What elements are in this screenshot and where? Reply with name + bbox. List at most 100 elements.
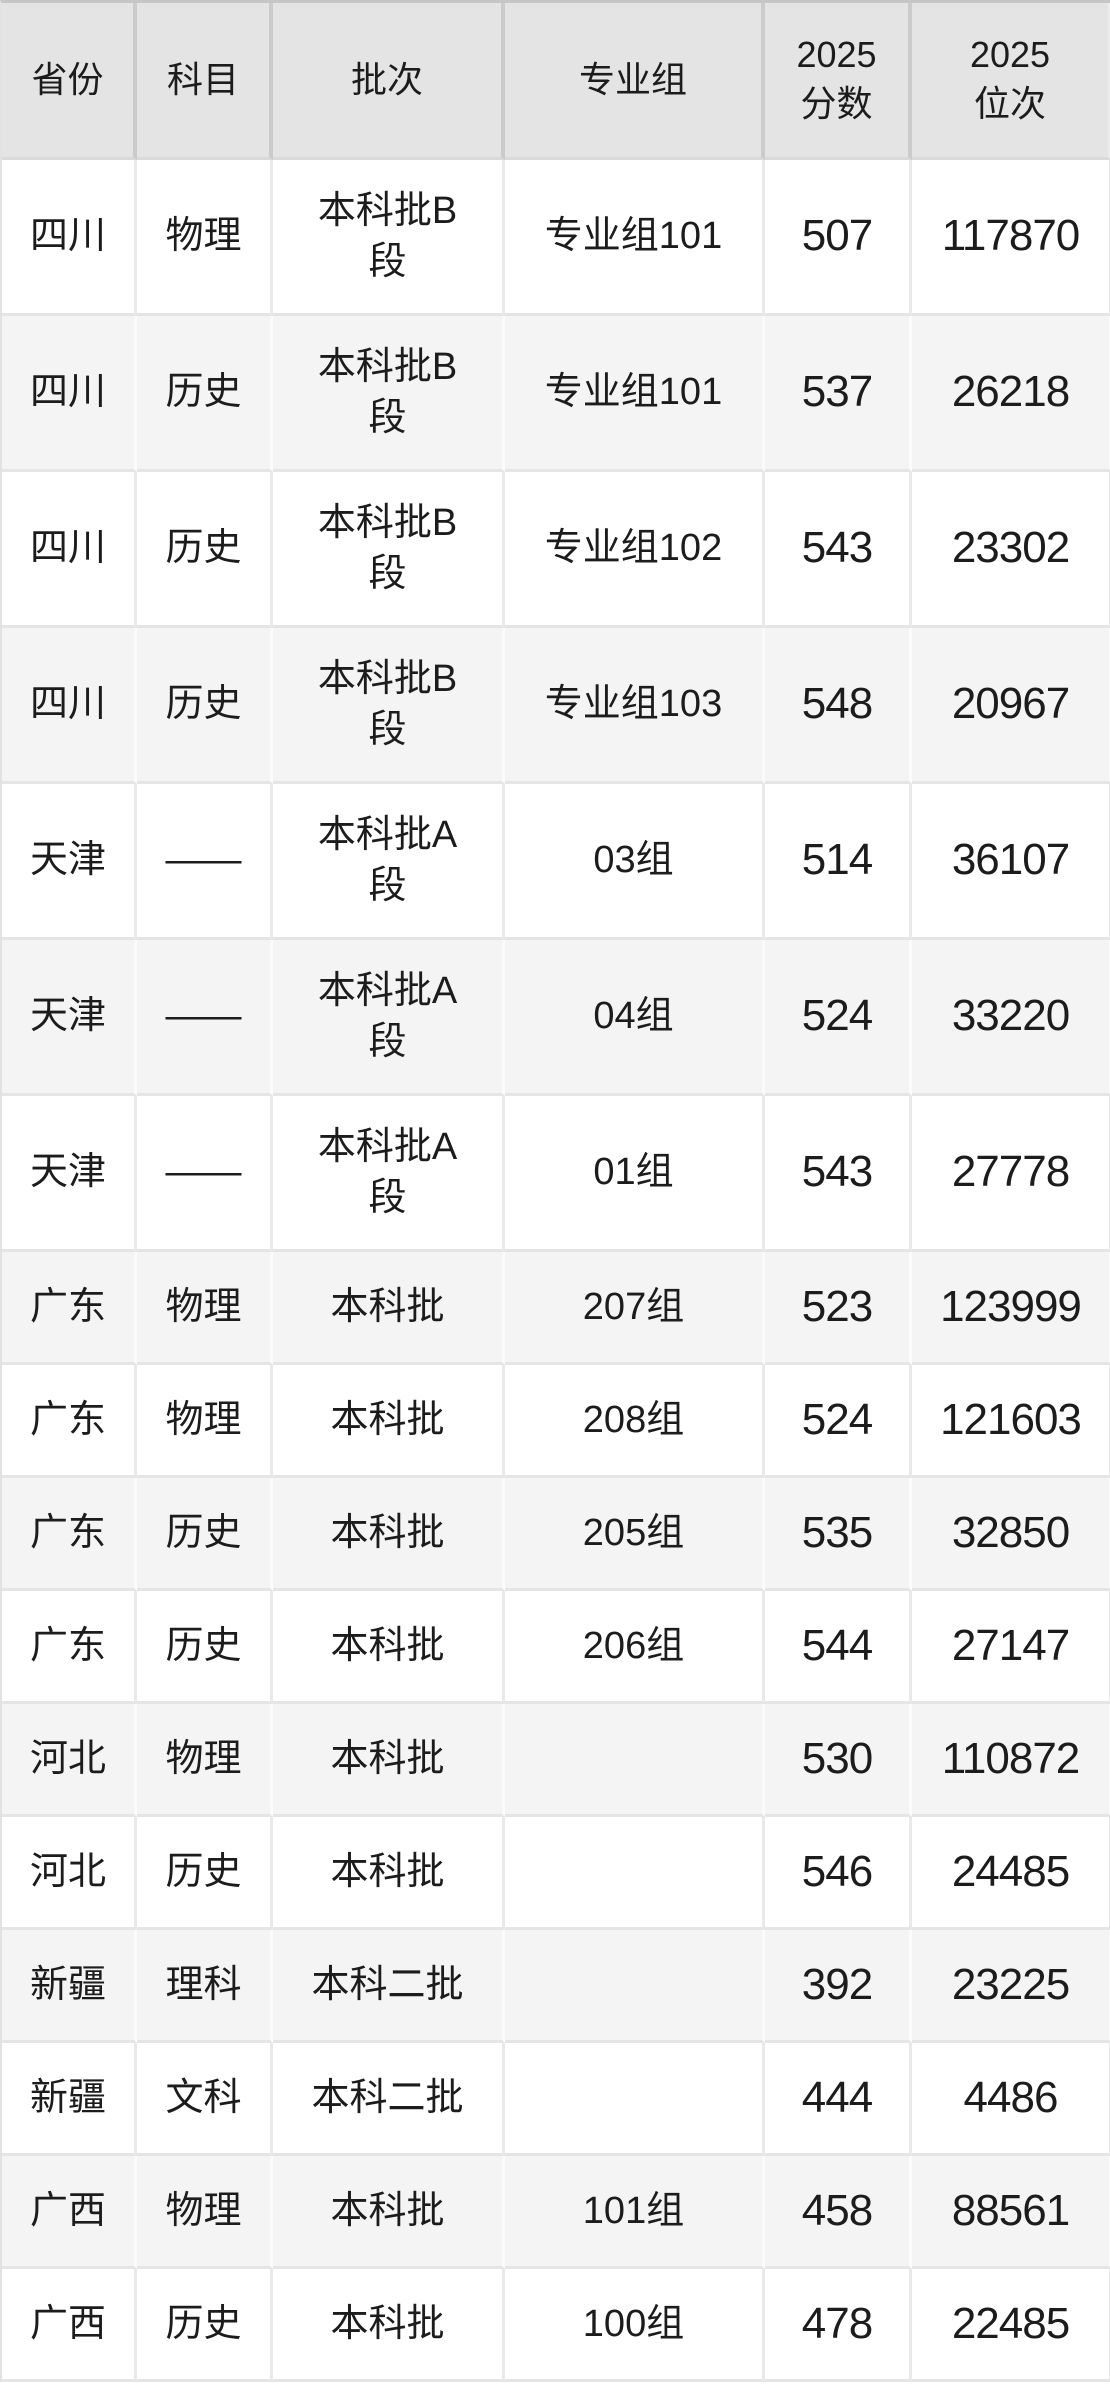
cell-rank: 20967 (912, 628, 1110, 784)
cell-group: 208组 (505, 1365, 765, 1478)
cell-subject: —— (137, 1096, 273, 1252)
cell-group (505, 1817, 765, 1930)
cell-batch: 本科批A 段 (273, 784, 505, 940)
table-row: 广西 物理 本科批 101组 458 88561 (2, 2156, 1110, 2269)
cell-province: 河北 (2, 1817, 137, 1930)
cell-rank: 23225 (912, 1930, 1110, 2043)
col-header-province: 省份 (2, 3, 137, 160)
cell-province: 新疆 (2, 1930, 137, 2043)
cell-group: 100组 (505, 2269, 765, 2382)
cell-rank: 121603 (912, 1365, 1110, 1478)
cell-score: 507 (765, 160, 912, 316)
cell-rank: 88561 (912, 2156, 1110, 2269)
cell-province: 广东 (2, 1591, 137, 1704)
cell-subject: 物理 (137, 1252, 273, 1365)
cell-score: 444 (765, 2043, 912, 2156)
cell-province: 广东 (2, 1365, 137, 1478)
cell-batch: 本科批B 段 (273, 160, 505, 316)
table-body: 四川 物理 本科批B 段 专业组101 507 117870 四川 历史 本科批… (2, 160, 1110, 2382)
table-header: 省份 科目 批次 专业组 2025 分数 2025 位次 (2, 3, 1110, 160)
cell-rank: 4486 (912, 2043, 1110, 2156)
cell-subject: 物理 (137, 160, 273, 316)
cell-batch: 本科批 (273, 2156, 505, 2269)
cell-group: 04组 (505, 940, 765, 1096)
cell-rank: 26218 (912, 316, 1110, 472)
cell-province: 广西 (2, 2156, 137, 2269)
cell-subject: 理科 (137, 1930, 273, 2043)
cell-subject: 历史 (137, 628, 273, 784)
cell-province: 天津 (2, 940, 137, 1096)
cell-rank: 23302 (912, 472, 1110, 628)
cell-batch: 本科批 (273, 1365, 505, 1478)
table-row: 四川 历史 本科批B 段 专业组102 543 23302 (2, 472, 1110, 628)
cell-rank: 117870 (912, 160, 1110, 316)
cell-subject: 物理 (137, 1704, 273, 1817)
table-row: 天津 —— 本科批A 段 03组 514 36107 (2, 784, 1110, 940)
cell-group: 03组 (505, 784, 765, 940)
cell-batch: 本科批 (273, 1252, 505, 1365)
cell-rank: 27147 (912, 1591, 1110, 1704)
cell-subject: 文科 (137, 2043, 273, 2156)
table-row: 四川 历史 本科批B 段 专业组101 537 26218 (2, 316, 1110, 472)
cell-province: 天津 (2, 1096, 137, 1252)
col-header-batch: 批次 (273, 3, 505, 160)
cell-score: 535 (765, 1478, 912, 1591)
cell-score: 478 (765, 2269, 912, 2382)
table-row: 广西 历史 本科批 100组 478 22485 (2, 2269, 1110, 2382)
cell-score: 524 (765, 1365, 912, 1478)
table-row: 新疆 理科 本科二批 392 23225 (2, 1930, 1110, 2043)
col-header-subject: 科目 (137, 3, 273, 160)
cell-group: 207组 (505, 1252, 765, 1365)
cell-score: 458 (765, 2156, 912, 2269)
col-header-score: 2025 分数 (765, 3, 912, 160)
cell-batch: 本科批B 段 (273, 628, 505, 784)
cell-score: 530 (765, 1704, 912, 1817)
table-row: 四川 历史 本科批B 段 专业组103 548 20967 (2, 628, 1110, 784)
table-row: 广东 历史 本科批 205组 535 32850 (2, 1478, 1110, 1591)
cell-score: 524 (765, 940, 912, 1096)
cell-subject: 历史 (137, 2269, 273, 2382)
cell-province: 河北 (2, 1704, 137, 1817)
cell-score: 392 (765, 1930, 912, 2043)
table-row: 新疆 文科 本科二批 444 4486 (2, 2043, 1110, 2156)
table-row: 广东 物理 本科批 207组 523 123999 (2, 1252, 1110, 1365)
cell-group (505, 1704, 765, 1817)
cell-batch: 本科批 (273, 1704, 505, 1817)
cell-batch: 本科批A 段 (273, 940, 505, 1096)
cell-province: 广西 (2, 2269, 137, 2382)
cell-province: 四川 (2, 160, 137, 316)
cell-score: 537 (765, 316, 912, 472)
cell-batch: 本科批A 段 (273, 1096, 505, 1252)
cell-score: 514 (765, 784, 912, 940)
cell-batch: 本科批 (273, 1817, 505, 1930)
cell-group: 专业组101 (505, 160, 765, 316)
cell-rank: 22485 (912, 2269, 1110, 2382)
cell-score: 543 (765, 472, 912, 628)
cell-group: 205组 (505, 1478, 765, 1591)
cell-batch: 本科二批 (273, 1930, 505, 2043)
cell-subject: 历史 (137, 1478, 273, 1591)
cell-group: 专业组102 (505, 472, 765, 628)
cell-group: 101组 (505, 2156, 765, 2269)
cell-rank: 110872 (912, 1704, 1110, 1817)
cell-subject: 物理 (137, 2156, 273, 2269)
cell-subject: —— (137, 784, 273, 940)
cell-province: 四川 (2, 316, 137, 472)
cell-group: 01组 (505, 1096, 765, 1252)
cell-rank: 33220 (912, 940, 1110, 1096)
cell-rank: 36107 (912, 784, 1110, 940)
cell-province: 新疆 (2, 2043, 137, 2156)
table-row: 河北 历史 本科批 546 24485 (2, 1817, 1110, 1930)
cell-province: 四川 (2, 628, 137, 784)
table-row: 广东 历史 本科批 206组 544 27147 (2, 1591, 1110, 1704)
cell-score: 543 (765, 1096, 912, 1252)
cell-province: 四川 (2, 472, 137, 628)
cell-subject: —— (137, 940, 273, 1096)
cell-province: 天津 (2, 784, 137, 940)
cell-group: 专业组101 (505, 316, 765, 472)
cell-subject: 历史 (137, 316, 273, 472)
cell-score: 523 (765, 1252, 912, 1365)
cell-subject: 历史 (137, 1591, 273, 1704)
cell-score: 546 (765, 1817, 912, 1930)
